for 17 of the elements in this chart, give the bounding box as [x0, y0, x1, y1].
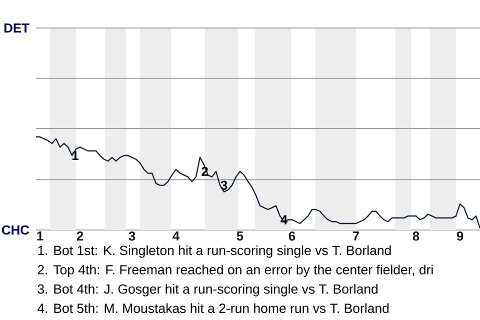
x-tick-label: 3 — [128, 232, 136, 241]
annotation: 1 — [72, 151, 78, 160]
text: 2. Top 4th: F. Freeman reached on an error by the center fielder, dri — [38, 264, 433, 278]
x-tick-label: 6 — [288, 232, 296, 241]
text: CHC — [2, 225, 30, 235]
x-tick-label: 1 — [37, 232, 44, 240]
text: 1. Bot 1st: K. Singleton hit a run-scoring single vs T. Borland — [38, 245, 391, 258]
text: DET — [4, 24, 30, 32]
x-tick-label: 8 — [412, 232, 420, 241]
x-tick-label: 9 — [456, 232, 464, 241]
x-tick-label: 7 — [352, 232, 360, 240]
text: 3. Bot 4th: J. Gosger hit a run-scoring single vs T. Borland — [38, 284, 378, 296]
x-tick-label: 2 — [76, 232, 84, 241]
x-tick-label: 4 — [172, 232, 180, 240]
text: 4. Bot 5th: M. Moustakas hit a 2-run home run vs T. Borland — [37, 303, 389, 314]
x-tick-label: 5 — [236, 232, 244, 241]
annotation: 3 — [220, 180, 228, 190]
